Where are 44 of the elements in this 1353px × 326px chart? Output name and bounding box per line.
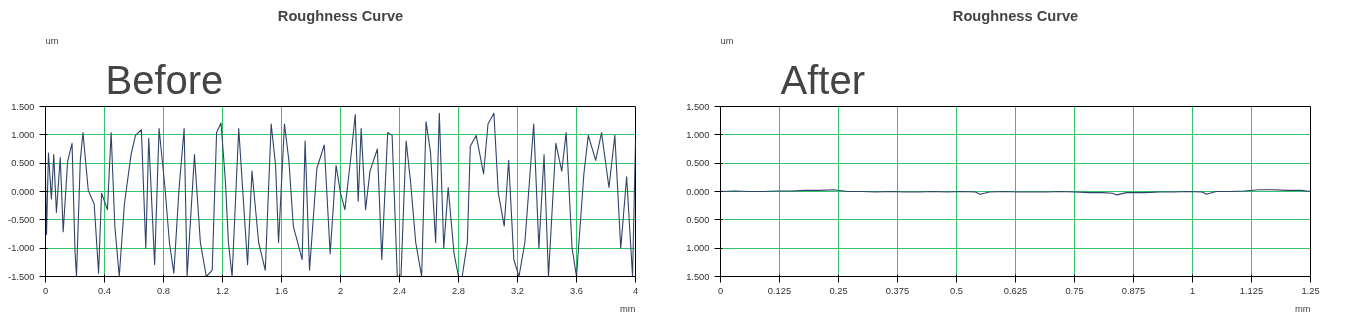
x-tick-label: 1.6 (275, 285, 288, 296)
x-tick-label: 2 (337, 285, 344, 296)
y-tick-label: 1.500 (686, 101, 710, 112)
y-tick-label: -1.000 (8, 243, 35, 254)
x-tick-label: 3.6 (570, 285, 583, 296)
x-tick-label: 0.375 (885, 285, 910, 296)
y-axis-title: um (720, 35, 734, 46)
chart-title: Roughness Curve (952, 7, 1079, 24)
text: After (780, 57, 865, 102)
y-tick-label: -0.500 (8, 214, 35, 225)
y-tick-label: 1.000 (11, 129, 35, 140)
x-tick-label: 0 (717, 285, 724, 296)
y-tick-label: 1.500 (686, 271, 710, 282)
y-tick-label: 1.500 (11, 101, 35, 112)
x-tick-label: 1 (1189, 285, 1196, 296)
y-tick-label: 0.000 (686, 186, 710, 197)
x-axis-title: mm (1294, 303, 1311, 314)
x-tick-label: 0.625 (1003, 285, 1028, 296)
x-tick-label: 0.8 (157, 285, 170, 296)
y-tick-label: 1.000 (686, 243, 710, 254)
x-tick-label: 4 (632, 285, 639, 296)
x-tick-label: 0.4 (98, 285, 111, 296)
x-tick-label: 0.75 (1065, 285, 1084, 296)
y-tick-label: 1.000 (686, 129, 710, 140)
y-axis-title: um (45, 35, 59, 46)
x-tick-label: 3.2 (511, 285, 524, 296)
y-tick-label: 0.500 (11, 158, 35, 169)
y-tick-label: 0.500 (686, 214, 710, 225)
chart-title: Roughness Curve (277, 7, 404, 24)
y-tick-label: -1.500 (8, 271, 35, 282)
x-tick-label: 0.125 (767, 285, 792, 296)
y-tick-label: 0.500 (686, 158, 710, 169)
x-tick-label: 2.4 (393, 285, 406, 296)
x-axis-title: mm (619, 303, 636, 314)
x-tick-label: 1.25 (1301, 285, 1320, 296)
x-tick-label: 0 (42, 285, 49, 296)
text: Before (105, 57, 224, 102)
x-tick-label: 0.5 (950, 285, 963, 296)
x-tick-label: 0.875 (1121, 285, 1146, 296)
x-tick-label: 0.25 (829, 285, 848, 296)
x-tick-label: 2.8 (452, 285, 465, 296)
y-tick-label: 0.000 (11, 186, 35, 197)
x-tick-label: 1.125 (1239, 285, 1264, 296)
x-tick-label: 1.2 (216, 285, 229, 296)
